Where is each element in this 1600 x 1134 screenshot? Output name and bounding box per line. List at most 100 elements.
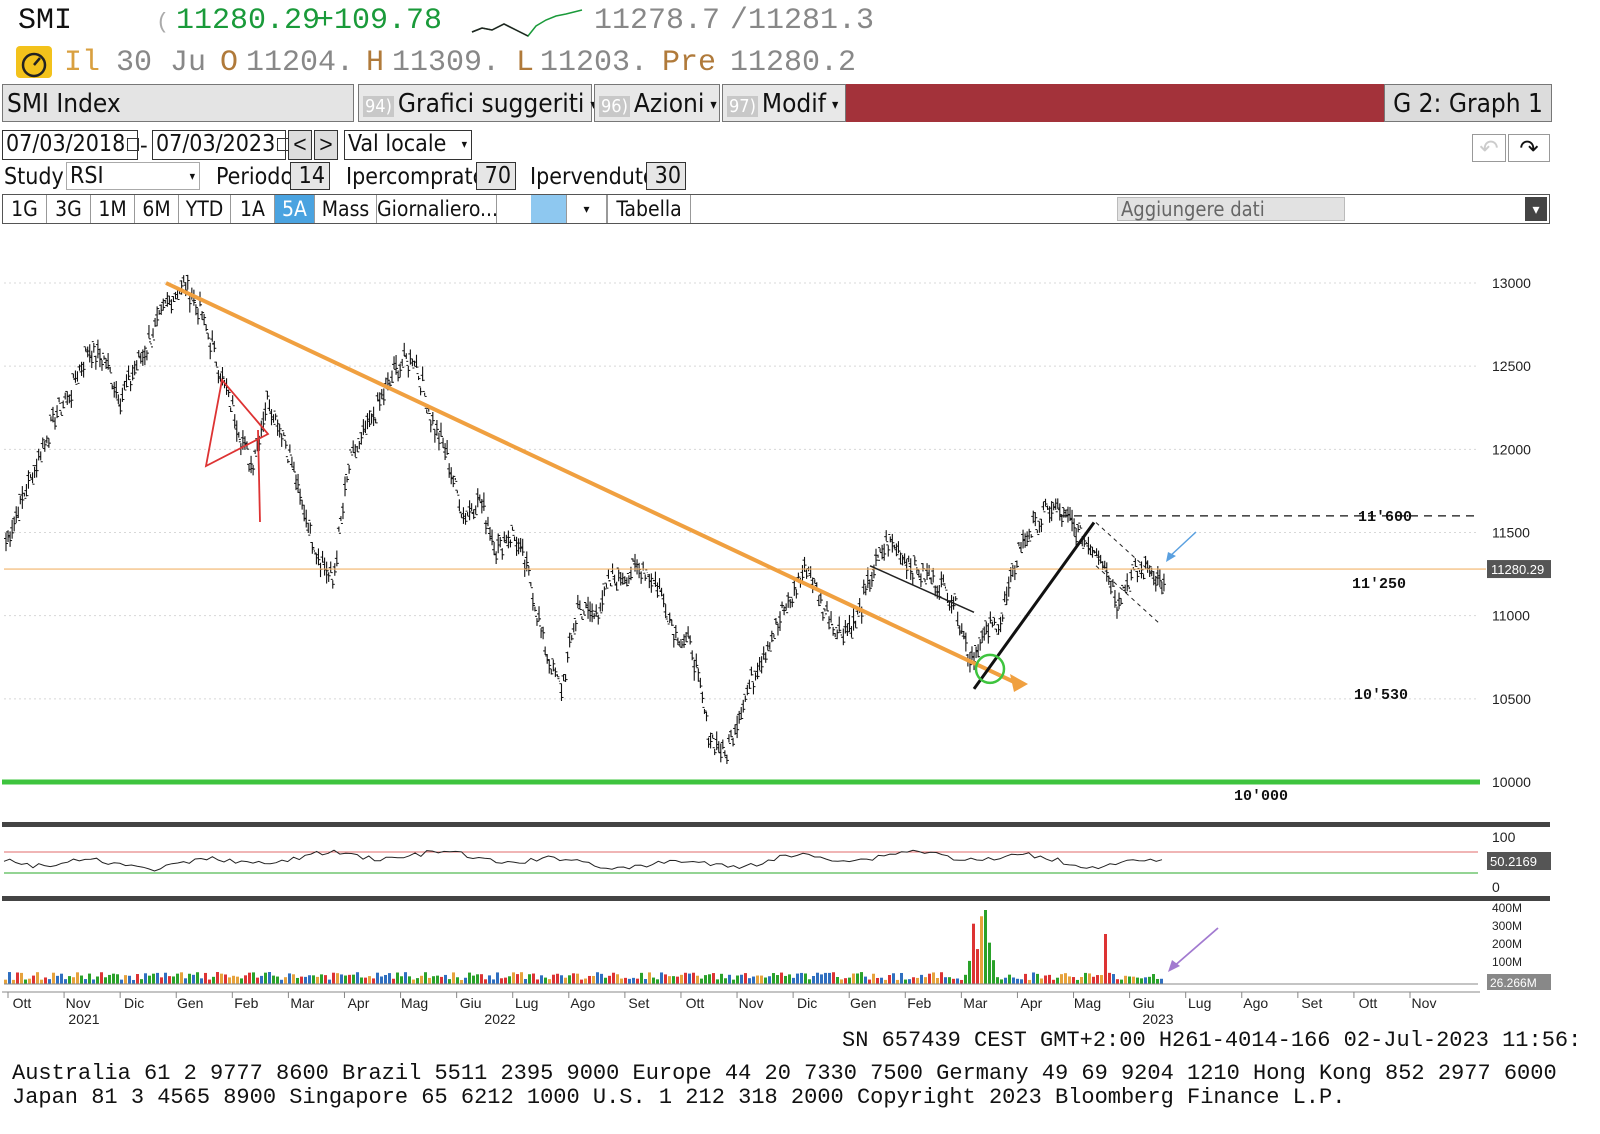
rsi-last-label: 50.2169 [1490,854,1537,869]
volume-bar [1036,973,1039,984]
tab-mass[interactable]: Mass [315,195,377,223]
menu-number: 94) [363,96,394,117]
x-tick-label: Giu [460,995,482,1011]
volume-bar [724,978,727,984]
menu-number: 96) [599,96,630,117]
suggested-charts-menu[interactable]: 94)Grafici suggeriti ▾ [358,84,597,122]
volume-bar [748,978,751,984]
volume-bar [564,977,567,984]
volume-bar [276,976,279,984]
edit-menu[interactable]: 97) Modif ▾ [722,84,846,122]
next-period-button[interactable]: > [314,130,338,160]
chart-type-button[interactable] [531,195,567,223]
volume-bar [32,975,35,984]
volume-bar [8,972,11,984]
menu-spacer [846,84,1384,122]
tab-1g[interactable]: 1G [3,195,47,223]
volume-bar [892,973,895,984]
volume-bar [288,973,291,984]
volume-bar [1000,979,1003,984]
tab-1m[interactable]: 1M [91,195,135,223]
menu-label: Modif [761,89,826,119]
tab-5a[interactable]: 5A [275,195,315,223]
security-label: SMI Index [7,89,121,119]
x-tick-label: Mag [1074,995,1101,1011]
volume-bar [1096,975,1099,984]
panel-menu-button[interactable]: ▾ [1525,197,1547,221]
volume-bar [732,979,735,984]
tab-ytd[interactable]: YTD [179,195,231,223]
contact-line-1: Australia 61 2 9777 8600 Brazil 5511 239… [12,1061,1557,1086]
volume-bar [352,974,355,984]
triangle-breakdown [257,429,261,523]
volume-bar [664,974,667,984]
tab-tabella[interactable]: Tabella [607,195,691,223]
volume-bar [896,979,899,984]
volume-bar [608,975,611,984]
actions-menu[interactable]: 96) Azioni ▾ [594,84,720,122]
volume-bar [240,978,243,984]
undo-button[interactable]: ↶ [1472,134,1506,162]
volume-bar [116,974,119,984]
currency-dropdown[interactable]: Val locale ▾ [344,130,472,160]
volume-bar [788,974,791,984]
volume-bar [552,974,555,984]
volume-bar [816,972,819,984]
trend-drawings: 11280.29 11'600 11'250 10'530 10'000 [2,281,1551,901]
volume-bar [316,976,319,984]
volume-bar [1160,978,1163,984]
end-date-field[interactable]: 07/03/2023 [152,130,290,160]
volume-bar [52,972,55,984]
volume-tick-label: 300M [1492,919,1522,933]
tab-3g[interactable]: 3G [47,195,91,223]
add-data-field[interactable]: Aggiungere dati [1117,197,1345,221]
security-field[interactable]: SMI Index [2,84,354,122]
volume-bar [784,975,787,984]
volume-bar [1052,979,1055,984]
volume-bar [1148,976,1151,984]
volume-bar [972,923,975,984]
y-tick-label: 11000 [1492,608,1530,624]
purple-arrow [1171,927,1219,969]
volume-bar [620,978,623,984]
volume-bar [1032,972,1035,984]
volume-bar [404,972,407,984]
chart-type-dropdown[interactable]: ▾ [567,195,607,223]
high-label: H [366,46,385,80]
period-input[interactable]: 14 [290,162,330,190]
volume-bar [1056,977,1059,984]
price-chart[interactable]: 13000 12500 12000 11500 11000 10500 10000 1128… [0,232,1600,1034]
overbought-input[interactable]: 70 [476,162,516,190]
volume-bar [1020,979,1023,984]
start-date-field[interactable]: 07/03/2018 [2,130,140,160]
price-annotation: 11'600 [1358,509,1412,526]
volume-bar [572,973,575,984]
volume-bar [440,976,443,984]
oversold-input[interactable]: 30 [646,162,686,190]
volume-bar [636,978,639,984]
frequency-dropdown[interactable]: Giornaliero... [377,195,498,223]
overbought-label: Ipercomprato [346,164,486,190]
x-tick-label: Ott [686,995,705,1011]
prev-period-button[interactable]: < [288,130,312,160]
tab-6m[interactable]: 6M [135,195,179,223]
channel-lower [1095,565,1161,625]
volume-bar [140,979,143,984]
volume-bar [424,972,427,984]
study-dropdown[interactable]: RSI ▾ [66,162,200,190]
volume-bar [388,973,391,984]
volume-bar [1048,974,1051,984]
volume-bar [100,972,103,984]
volume-bar [120,979,123,984]
tab-label: 5A [282,197,307,221]
redo-button[interactable]: ↷ [1508,134,1550,162]
volume-bar [688,973,691,984]
session-info: SN 657439 CEST GMT+2:00 H261-4014-166 02… [842,1028,1582,1053]
calendar-icon[interactable] [127,138,140,151]
volume-bar [428,977,431,984]
tab-1a[interactable]: 1A [231,195,275,223]
volume-bar [624,977,627,984]
graph-tab[interactable]: G 2: Graph 1 [1384,84,1552,122]
volume-bar [396,972,399,984]
y-tick-label: 10500 [1492,691,1531,707]
